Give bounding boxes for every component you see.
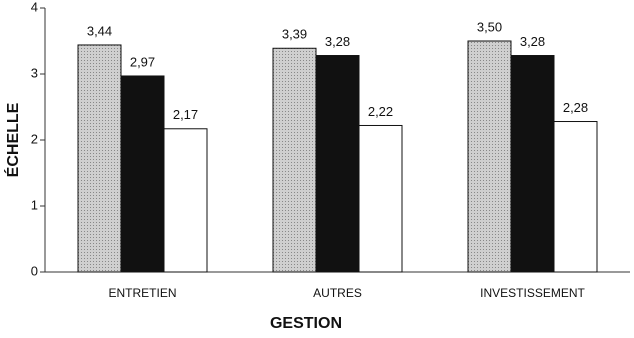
value-label: 2,28 <box>563 100 588 115</box>
y-tick-label: 0 <box>31 263 38 278</box>
value-label: 3,39 <box>282 27 307 42</box>
value-label: 3,44 <box>87 23 112 38</box>
bar <box>553 121 598 273</box>
value-label: 3,28 <box>520 34 545 49</box>
bar <box>358 124 403 273</box>
x-axis-title: GESTION <box>270 315 342 332</box>
y-tick-label: 4 <box>31 0 38 14</box>
value-label: 2,17 <box>173 107 198 122</box>
x-tick-label: INVESTISSEMENT <box>480 286 585 300</box>
value-label: 3,28 <box>325 34 350 49</box>
value-label: 3,50 <box>477 19 502 34</box>
bar <box>120 75 165 273</box>
x-tick-label: AUTRES <box>313 286 362 300</box>
x-tick-label: ENTRETIEN <box>108 286 176 300</box>
bar <box>315 55 360 273</box>
bar <box>163 128 208 273</box>
value-label: 2,22 <box>368 104 393 119</box>
y-tick-label: 1 <box>31 197 38 212</box>
value-label: 2,97 <box>130 54 155 69</box>
y-axis-title: ÉCHELLE <box>3 102 22 177</box>
bar <box>510 55 555 273</box>
bar <box>272 47 317 273</box>
bar <box>467 40 512 273</box>
y-tick-label: 2 <box>31 131 38 146</box>
bar <box>77 44 122 273</box>
y-tick-label: 3 <box>31 65 38 80</box>
